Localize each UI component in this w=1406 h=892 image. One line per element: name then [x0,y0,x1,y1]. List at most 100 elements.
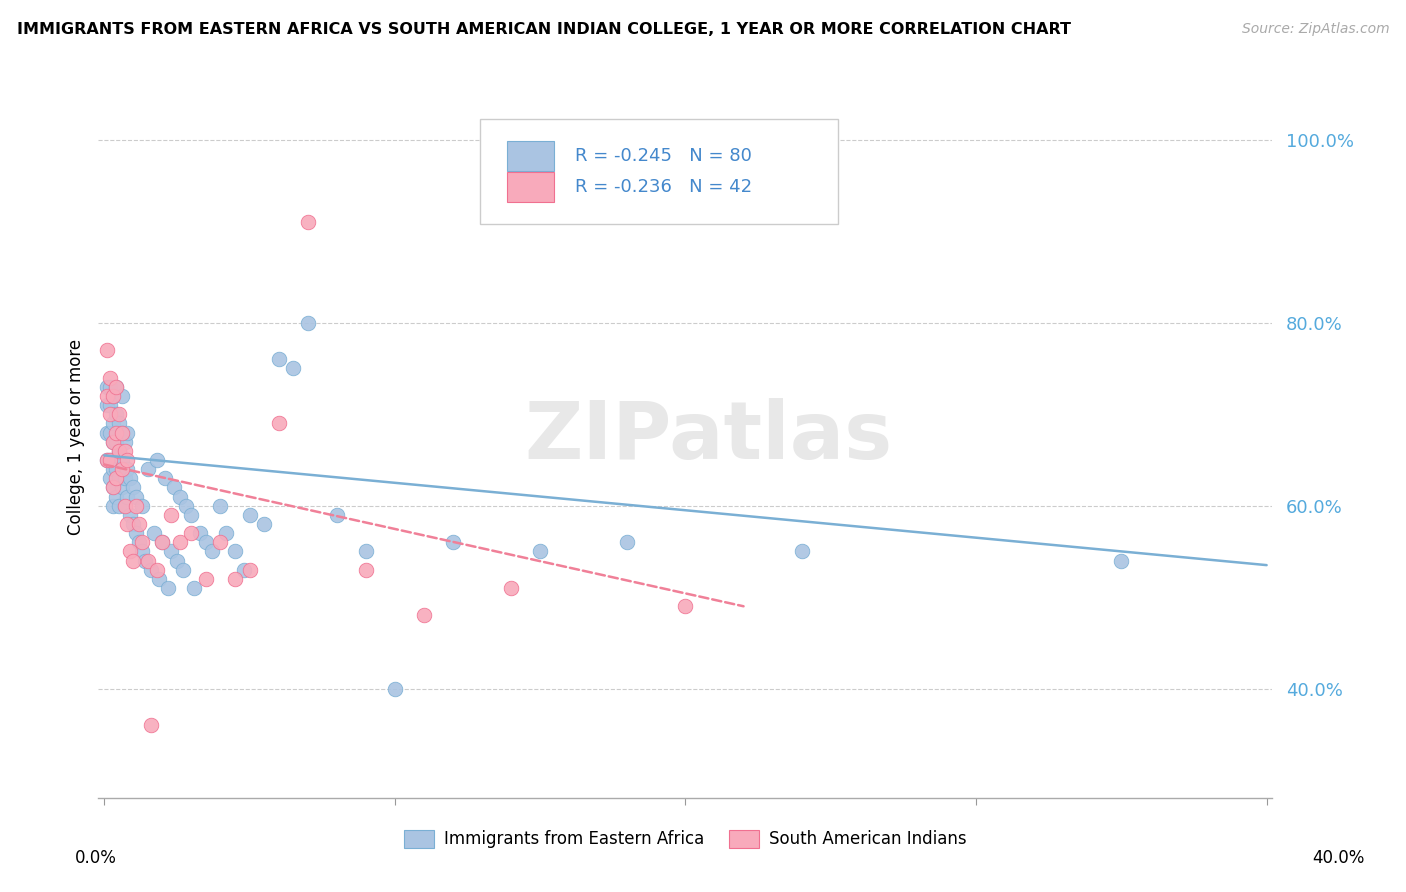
Point [98,370,121,384]
Text: R = -0.245   N = 80: R = -0.245 N = 80 [575,147,752,165]
Point [180,508,202,522]
Point [114,434,136,449]
Text: R = -0.236   N = 42: R = -0.236 N = 42 [575,178,752,196]
Point [96,389,118,403]
Point [96,380,118,394]
Point [98,380,121,394]
Point [114,499,136,513]
Point [194,535,217,549]
Point [267,352,290,367]
Point [142,526,165,541]
Y-axis label: College, 1 year or more: College, 1 year or more [66,339,84,535]
Point [172,563,194,577]
Point [96,343,118,358]
Point [107,443,129,458]
Point [384,681,406,696]
Point [354,563,377,577]
Point [136,553,159,567]
Point [101,480,124,494]
Point [96,398,118,412]
Point [104,462,127,476]
Point [145,453,167,467]
Point [104,425,127,440]
Point [101,417,124,431]
Point [98,453,121,467]
Point [183,581,205,595]
Point [96,453,118,467]
Text: 0.0%: 0.0% [75,849,117,867]
Point [120,471,142,485]
Point [107,407,129,421]
Point [114,471,136,485]
Point [209,535,232,549]
Point [117,453,139,467]
Point [157,581,180,595]
Point [169,490,191,504]
Point [166,553,188,567]
Point [98,471,121,485]
Point [148,572,170,586]
Point [169,535,191,549]
Point [325,508,347,522]
Point [104,434,127,449]
Point [98,398,121,412]
Point [111,480,134,494]
Point [1111,553,1133,567]
Point [529,544,551,558]
Point [101,434,124,449]
Point [98,453,121,467]
Point [104,490,127,504]
Point [128,516,150,531]
FancyBboxPatch shape [508,172,554,202]
Point [114,443,136,458]
Point [107,499,129,513]
Point [111,389,134,403]
Point [104,380,127,394]
Point [354,544,377,558]
Point [209,499,232,513]
Point [131,544,153,558]
Point [238,563,260,577]
Point [117,490,139,504]
Point [111,462,134,476]
Point [201,544,224,558]
Point [297,316,319,330]
Point [122,480,145,494]
Point [180,526,202,541]
Point [107,471,129,485]
Point [120,544,142,558]
Point [125,490,148,504]
Point [675,599,697,614]
Point [145,563,167,577]
Point [114,499,136,513]
Point [107,417,129,431]
Text: ZIPatlas: ZIPatlas [524,398,893,476]
Point [224,544,246,558]
Text: Source: ZipAtlas.com: Source: ZipAtlas.com [1241,22,1389,37]
Point [174,499,197,513]
Point [616,535,638,549]
Point [267,417,290,431]
Point [131,535,153,549]
Point [499,581,522,595]
Point [139,718,162,732]
Point [215,526,238,541]
Point [790,544,813,558]
Legend: Immigrants from Eastern Africa, South American Indians: Immigrants from Eastern Africa, South Am… [398,823,973,855]
Point [122,553,145,567]
Point [117,462,139,476]
Point [253,516,276,531]
Point [96,425,118,440]
Point [111,425,134,440]
FancyBboxPatch shape [508,141,554,171]
Point [104,407,127,421]
Point [281,361,304,376]
Point [104,380,127,394]
Point [111,453,134,467]
Point [125,499,148,513]
Point [150,535,173,549]
Point [101,499,124,513]
Point [107,443,129,458]
Point [131,499,153,513]
Text: IMMIGRANTS FROM EASTERN AFRICA VS SOUTH AMERICAN INDIAN COLLEGE, 1 YEAR OR MORE : IMMIGRANTS FROM EASTERN AFRICA VS SOUTH … [17,22,1071,37]
